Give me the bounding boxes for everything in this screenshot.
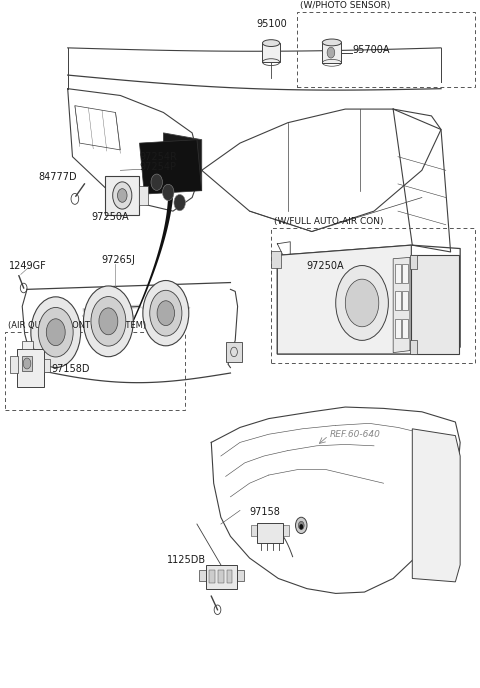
Bar: [218, 570, 224, 583]
Bar: [199, 570, 206, 581]
Circle shape: [38, 308, 73, 357]
Circle shape: [46, 319, 65, 345]
Circle shape: [143, 281, 189, 346]
Bar: [226, 342, 242, 362]
Polygon shape: [393, 257, 410, 353]
Bar: [5, 332, 185, 411]
Ellipse shape: [323, 39, 341, 46]
Circle shape: [327, 47, 335, 58]
Bar: [140, 186, 148, 205]
Bar: [410, 341, 417, 354]
Polygon shape: [412, 429, 460, 582]
Bar: [105, 175, 140, 215]
Bar: [395, 292, 401, 310]
Circle shape: [118, 189, 127, 202]
Circle shape: [157, 301, 175, 325]
Text: (W/FULL AUTO-AIR CON): (W/FULL AUTO-AIR CON): [274, 217, 383, 226]
Bar: [323, 43, 341, 63]
Circle shape: [150, 290, 182, 336]
Bar: [271, 250, 281, 268]
Text: 95100: 95100: [257, 19, 288, 29]
Bar: [205, 565, 237, 589]
Circle shape: [174, 195, 185, 211]
Text: 84777D: 84777D: [38, 172, 77, 182]
Bar: [17, 350, 44, 387]
Bar: [411, 255, 459, 354]
Bar: [251, 526, 257, 536]
Text: 97254R: 97254R: [140, 151, 178, 162]
Polygon shape: [163, 133, 202, 191]
Bar: [410, 255, 417, 269]
Text: 97254P: 97254P: [140, 162, 177, 172]
Circle shape: [84, 286, 133, 356]
Text: 97250A: 97250A: [306, 261, 344, 270]
Bar: [20, 351, 36, 371]
Bar: [10, 356, 18, 373]
Text: 97250A: 97250A: [92, 212, 129, 222]
Bar: [227, 570, 232, 583]
Polygon shape: [140, 140, 202, 194]
Circle shape: [300, 524, 303, 530]
Bar: [283, 526, 289, 536]
Text: (AIR QUALITY CONTROL SYSTEM): (AIR QUALITY CONTROL SYSTEM): [8, 321, 146, 330]
Bar: [44, 359, 49, 372]
Bar: [271, 228, 475, 363]
Circle shape: [99, 308, 118, 335]
Circle shape: [31, 297, 81, 367]
Ellipse shape: [263, 40, 280, 47]
Circle shape: [162, 184, 174, 201]
Circle shape: [23, 358, 31, 369]
Circle shape: [91, 297, 126, 346]
Bar: [402, 264, 408, 283]
Text: 1125DB: 1125DB: [167, 555, 206, 565]
Bar: [395, 319, 401, 338]
Bar: [402, 319, 408, 338]
Polygon shape: [130, 185, 174, 327]
Bar: [395, 264, 401, 283]
Bar: [263, 43, 280, 62]
Circle shape: [299, 522, 304, 530]
Bar: [22, 341, 33, 350]
Circle shape: [151, 174, 162, 191]
Bar: [22, 356, 32, 371]
Bar: [298, 12, 475, 87]
Circle shape: [113, 182, 132, 209]
Circle shape: [296, 517, 307, 534]
Text: 97158: 97158: [250, 507, 280, 517]
Text: 1249GF: 1249GF: [9, 261, 47, 270]
Text: REF.60-640: REF.60-640: [330, 430, 381, 439]
Bar: [237, 570, 244, 581]
Circle shape: [336, 266, 388, 341]
Bar: [257, 523, 283, 543]
Text: 95700A: 95700A: [352, 45, 389, 55]
Text: (W/PHOTO SENSOR): (W/PHOTO SENSOR): [300, 1, 390, 10]
Bar: [209, 570, 215, 583]
Circle shape: [345, 279, 379, 327]
Text: 97265J: 97265J: [101, 255, 135, 265]
Polygon shape: [277, 245, 411, 354]
Text: 97158D: 97158D: [51, 364, 89, 374]
Bar: [402, 292, 408, 310]
